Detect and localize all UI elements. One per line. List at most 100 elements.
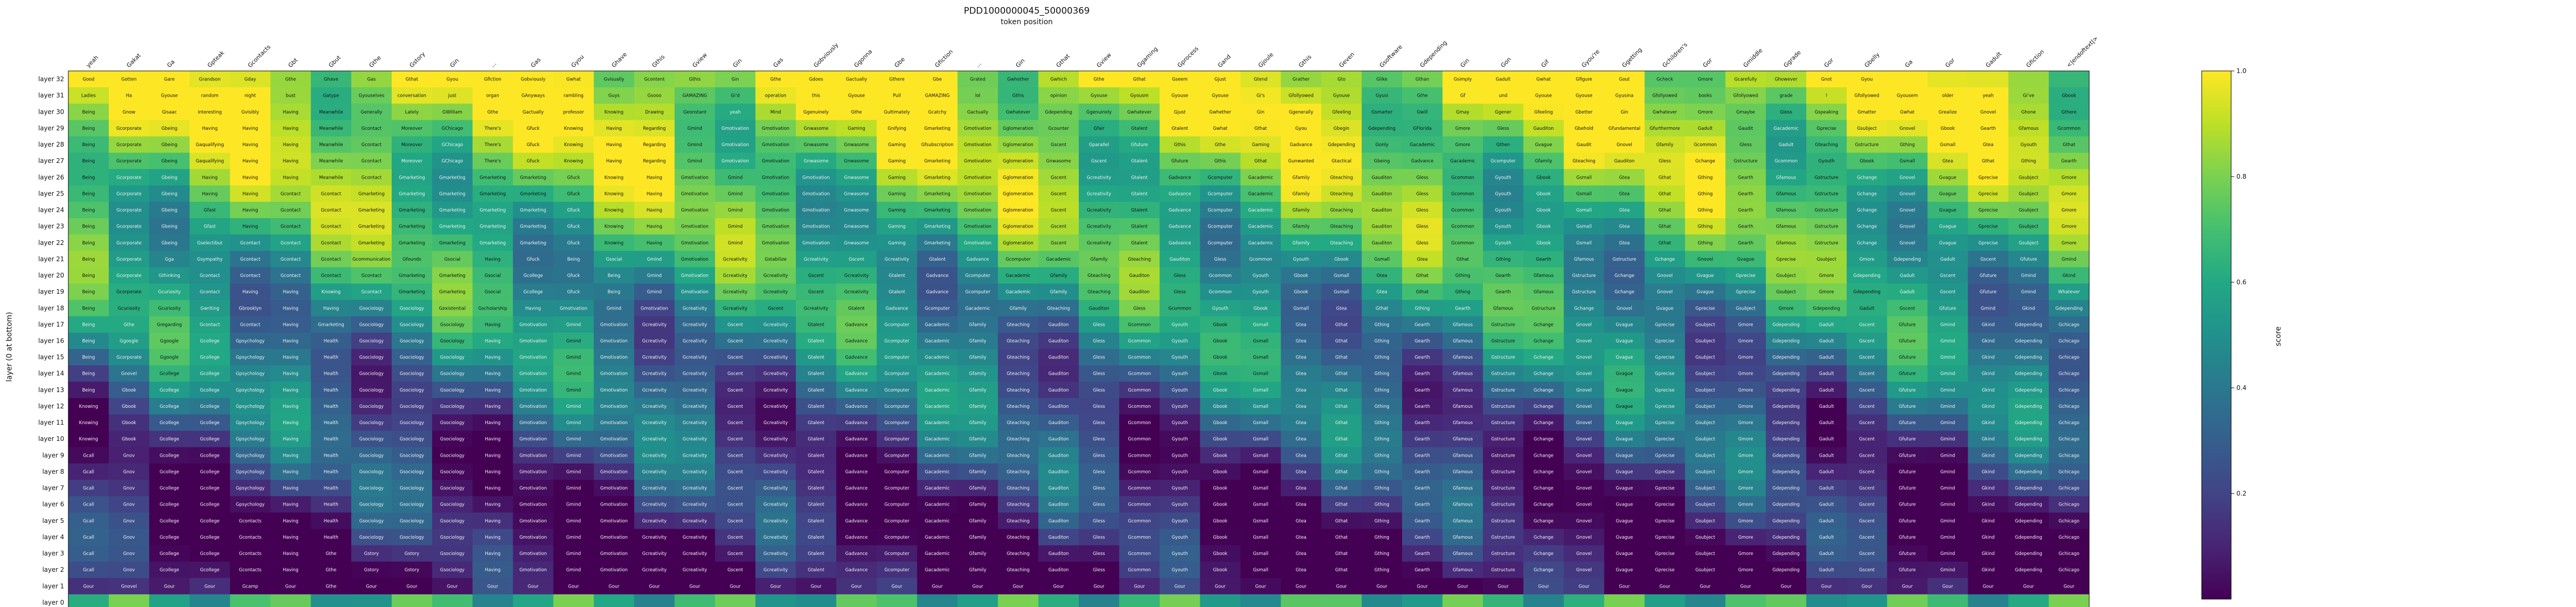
heatmap-cell: [998, 87, 1039, 104]
cell-token-label: Gscent: [1859, 339, 1875, 344]
cell-token-label: Gnovel: [1899, 191, 1915, 197]
heatmap-cell: [998, 251, 1039, 268]
cell-token-label: Gwill: [1417, 110, 1428, 115]
cell-token-label: Gmotivation: [802, 241, 830, 246]
heatmap-cell: [1563, 234, 1604, 251]
cell-token-label: Gscent: [1859, 486, 1875, 491]
cell-token-label: Gthing: [1374, 404, 1389, 409]
y-tick-label: layer 2: [42, 566, 64, 573]
cell-token-label: Gcollege: [160, 568, 179, 573]
cell-token-label: Gmore: [1698, 110, 1713, 115]
heatmap-cell: [917, 120, 958, 137]
cell-token-label: Gteaching: [1330, 224, 1353, 230]
cell-token-label: Gmotivation: [762, 175, 789, 180]
heatmap-cell: [876, 120, 917, 137]
cell-token-label: Gcreativity: [885, 257, 909, 262]
cell-token-label: Having: [242, 159, 258, 164]
y-tick-label: layer 12: [38, 403, 64, 410]
cell-token-label: Gdepending: [1773, 404, 1800, 409]
cell-token-label: Gfuture: [1899, 388, 1916, 393]
heatmap-cell: [715, 201, 756, 219]
y-tick-label: layer 9: [42, 451, 64, 459]
cell-token-label: Gscent: [728, 322, 743, 327]
heatmap-cell: [1644, 152, 1685, 170]
cell-token-label: Gdepending: [2015, 551, 2042, 557]
cell-token-label: Gfamily: [1292, 175, 1310, 180]
cell-token-label: Gteaching: [1330, 191, 1353, 197]
cell-token-label: Gfamily: [1050, 273, 1067, 279]
cell-token-label: Gstructure: [1815, 175, 1838, 180]
heatmap-cell: [594, 71, 635, 88]
heatmap-cell: [1362, 152, 1403, 170]
heatmap-cell: [472, 594, 514, 607]
cell-token-label: Gvisually: [604, 77, 624, 83]
cell-token-label: Gtea: [1417, 257, 1427, 262]
cell-token-label: Gadvance: [1169, 241, 1191, 246]
heatmap-cell: [189, 594, 230, 607]
x-tick-label: Gthat: [1055, 53, 1071, 69]
cell-token-label: Gsmall: [1899, 159, 1915, 164]
cell-token-label: Gdepending: [2015, 437, 2042, 442]
heatmap-cell: [1644, 104, 1685, 120]
heatmap-cell: [1119, 152, 1160, 170]
cell-token-label: Gcorporate: [116, 257, 141, 262]
cell-token-label: Having: [485, 437, 500, 442]
cell-token-label: Gstructure: [1815, 208, 1838, 213]
cell-token-label: Gmind: [728, 208, 743, 213]
cell-token-label: Gauditon: [1048, 568, 1069, 573]
heatmap-cell: [1442, 185, 1484, 202]
x-tick-label: Gyou: [570, 54, 586, 69]
heatmap-cell: [432, 218, 473, 235]
cell-token-label: Knowing: [79, 437, 98, 442]
cell-token-label: Gnovel: [1617, 306, 1632, 311]
heatmap-cell: [1887, 104, 1928, 120]
heatmap-cell: [1765, 251, 1807, 268]
cell-token-label: Gglomeration: [1003, 159, 1034, 164]
cell-token-label: Gcorporate: [116, 175, 141, 180]
cell-token-label: Gkind: [1981, 355, 1995, 361]
heatmap-cell: [876, 152, 917, 170]
cell-token-label: Gthat: [1335, 420, 1348, 426]
cell-token-label: Gvague: [1696, 290, 1714, 295]
cell-token-label: Gcollege: [200, 535, 220, 540]
heatmap-cell: [1442, 594, 1484, 607]
cell-token-label: Gexistential: [439, 306, 466, 311]
cell-token-label: Gscent: [728, 339, 743, 344]
heatmap-cell: [795, 152, 837, 170]
heatmap-cell: [1362, 136, 1403, 153]
cell-token-label: Gchange: [1534, 453, 1553, 458]
heatmap-cell: [957, 234, 998, 251]
cell-token-label: Gcomputer: [884, 469, 909, 475]
cell-token-label: Gstory: [364, 551, 379, 557]
cell-token-label: Gcall: [83, 519, 94, 524]
cell-token-label: Gacademic: [1248, 208, 1273, 213]
cell-token-label: Gthat: [1133, 77, 1146, 83]
heatmap-cell: [108, 152, 150, 170]
cell-token-label: Gcreativity: [682, 339, 707, 344]
heatmap-cell: [755, 169, 796, 186]
heatmap-cell: [795, 71, 837, 88]
cell-token-label: Having: [485, 469, 500, 475]
cell-token-label: Gcreativity: [763, 469, 788, 475]
heatmap-cell: [1442, 104, 1484, 120]
cell-token-label: Gmotivation: [964, 191, 991, 197]
cell-token-label: Gtea: [1296, 568, 1306, 573]
cell-token-label: Gprecise: [1655, 388, 1674, 393]
heatmap-cell: [1159, 185, 1201, 202]
cell-token-label: Having: [283, 568, 299, 573]
cell-token-label: Gnovel: [1980, 110, 1996, 115]
heatmap-cell: [1806, 251, 1847, 268]
heatmap-cell: [1362, 185, 1403, 202]
heatmap-cell: [108, 71, 150, 88]
heatmap-cell: [351, 104, 392, 120]
cell-token-label: Gsociology: [440, 453, 464, 458]
cell-token-label: Gour: [2023, 584, 2034, 589]
cell-token-label: Knowing: [605, 175, 623, 180]
cell-token-label: Gfsubscription: [921, 142, 953, 148]
heatmap-cell: [876, 234, 917, 251]
cell-token-label: Gmind: [566, 535, 581, 540]
cell-token-label: Gstructure: [1815, 241, 1838, 246]
cell-token-label: Gfuture: [1899, 535, 1916, 540]
cell-token-label: Gprecise: [1655, 355, 1674, 361]
heatmap-cell: [1281, 251, 1322, 268]
